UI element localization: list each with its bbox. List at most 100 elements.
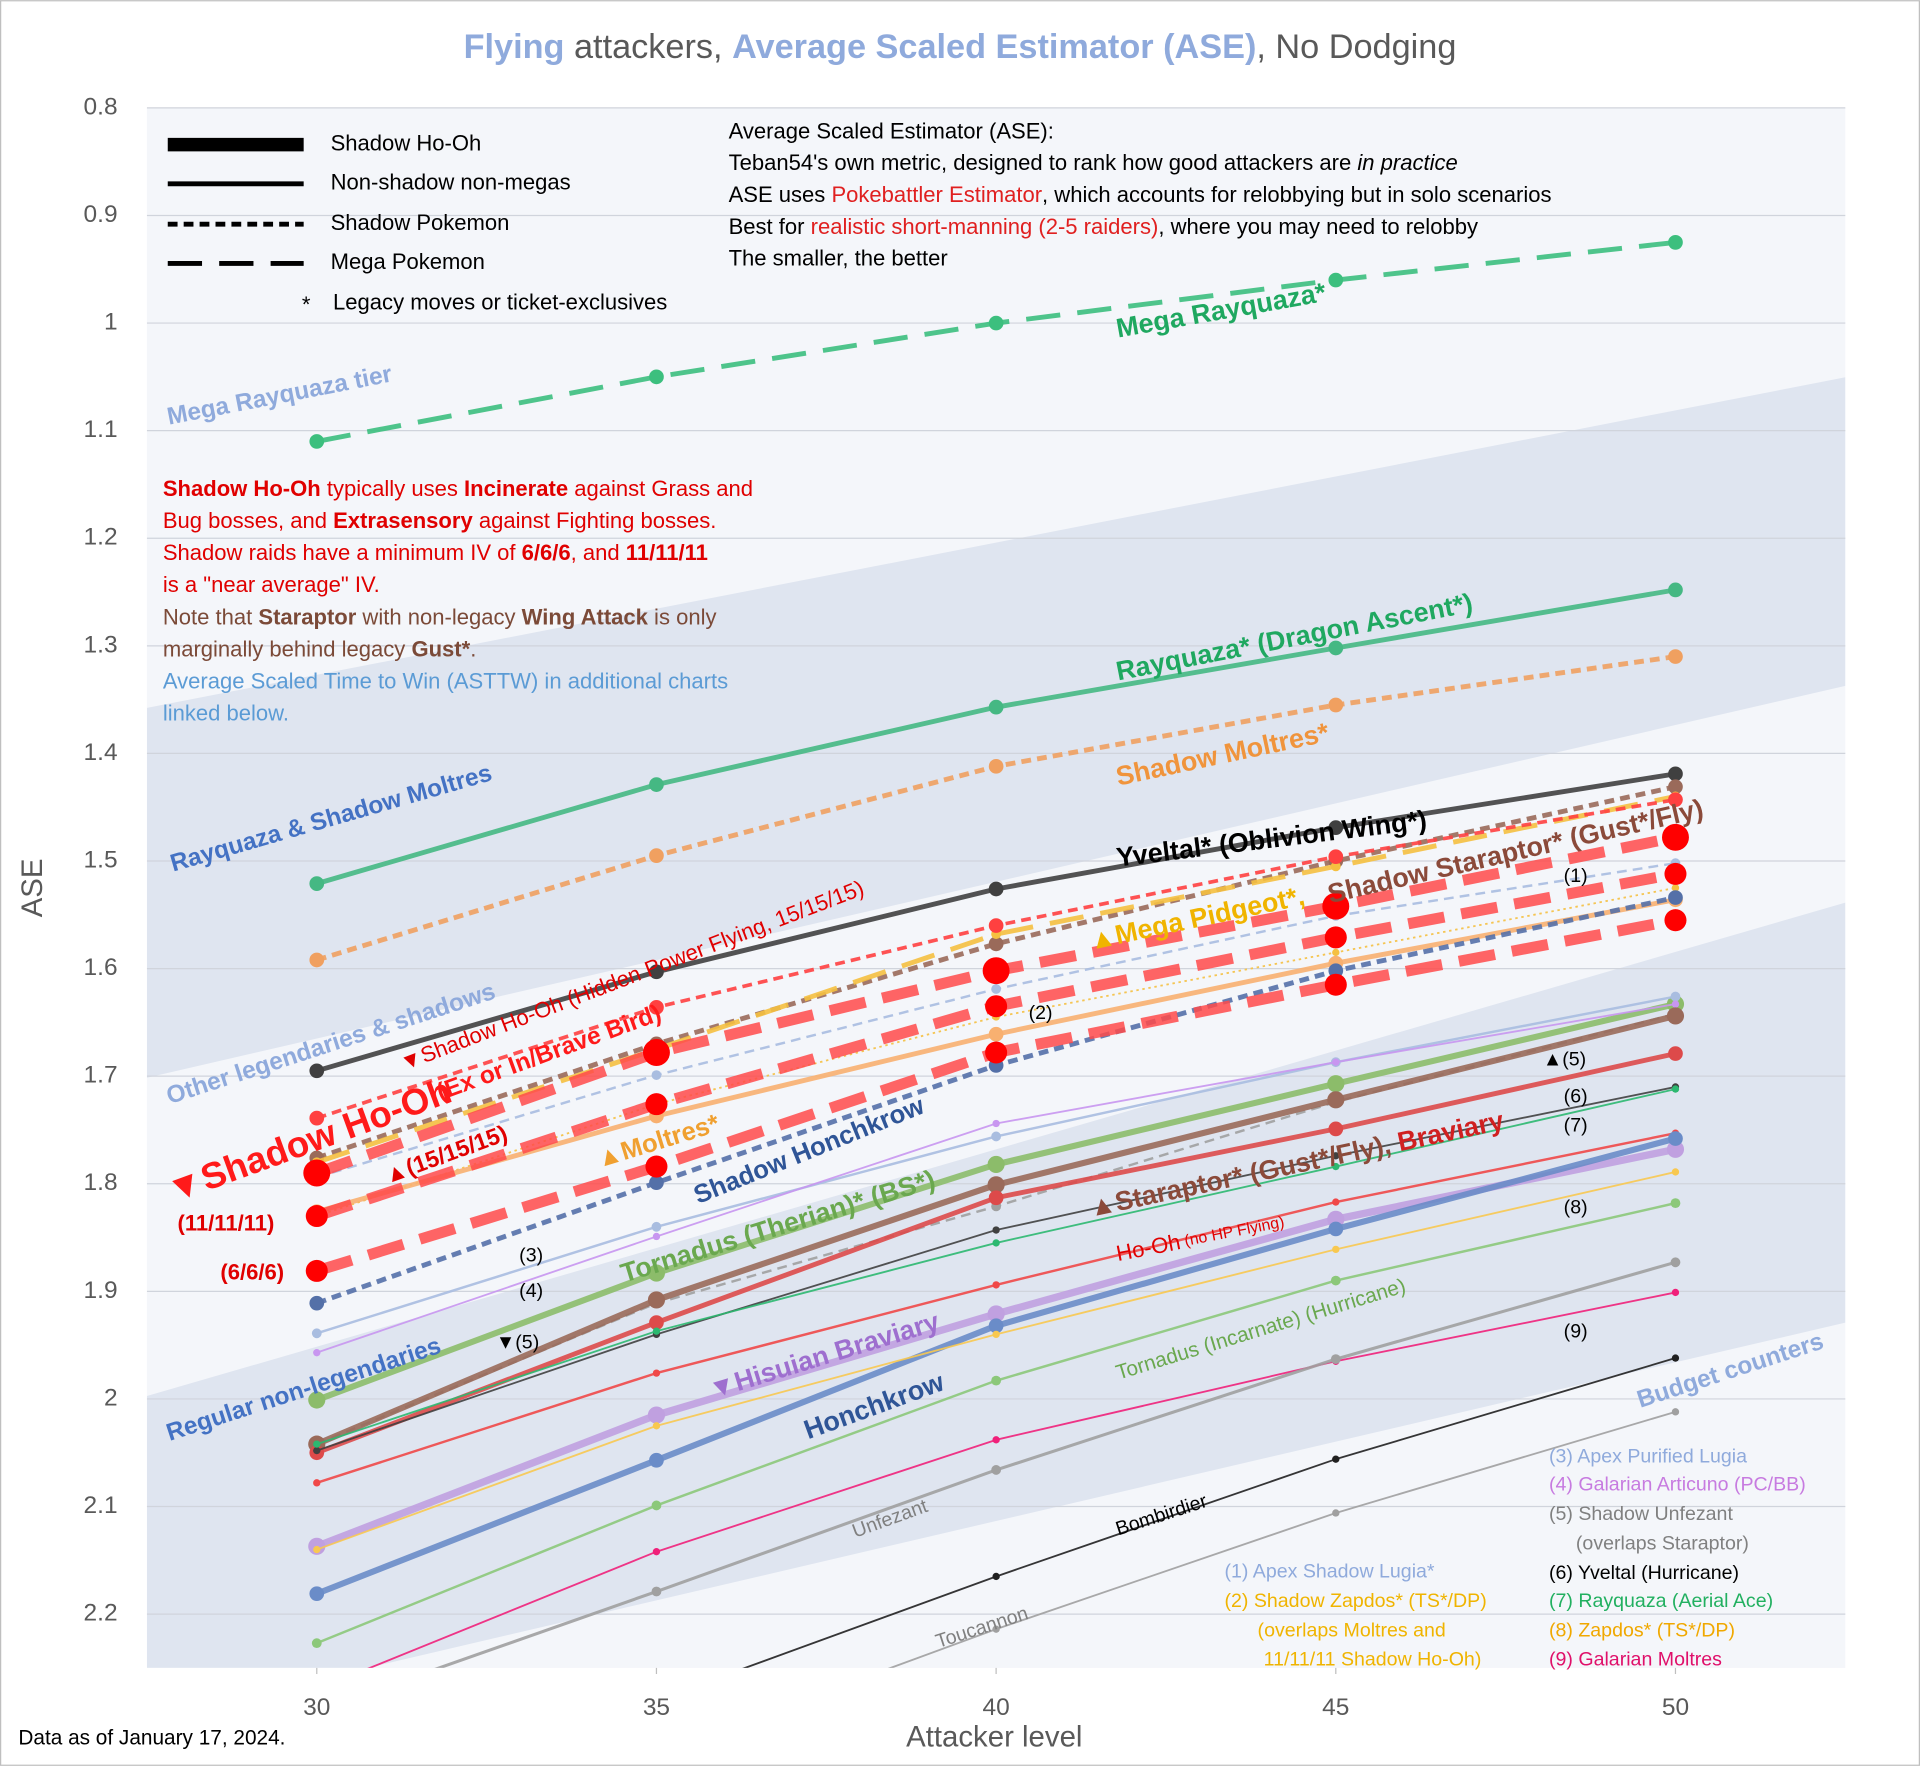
info-line: Average Scaled Estimator (ASE): bbox=[729, 118, 1054, 143]
data-point bbox=[1668, 582, 1683, 598]
data-point bbox=[1670, 1198, 1681, 1209]
footnote: (8) Zapdos* (TS*/DP) bbox=[1549, 1619, 1735, 1641]
data-point bbox=[1332, 948, 1340, 957]
data-point bbox=[1328, 820, 1344, 835]
data-point bbox=[1332, 1162, 1340, 1171]
data-point bbox=[992, 1436, 1000, 1444]
data-point bbox=[309, 1063, 325, 1079]
info-line: ASE uses Pokebattler Estimator, which ac… bbox=[729, 182, 1552, 207]
info-line-run: ASE uses bbox=[729, 182, 832, 207]
note-line-run: Gust* bbox=[411, 636, 470, 661]
y-tick-label: 1.7 bbox=[84, 1062, 118, 1089]
data-point bbox=[652, 1232, 661, 1241]
data-point bbox=[1671, 1000, 1680, 1008]
info-line-run: , where you may need to relobby bbox=[1158, 214, 1478, 239]
data-point bbox=[992, 1625, 1000, 1633]
data-point bbox=[985, 995, 1008, 1018]
data-point bbox=[992, 1572, 1000, 1581]
data-point bbox=[645, 1155, 668, 1178]
legend-label: Shadow Ho-Oh bbox=[331, 130, 482, 155]
note-line-run: Average Scaled Time to Win (ASTTW) in ad… bbox=[163, 668, 728, 693]
annotation: (7) bbox=[1564, 1115, 1588, 1137]
note-line-run: 11/11/11 bbox=[626, 540, 708, 565]
annotation: (9) bbox=[1564, 1321, 1588, 1343]
data-point bbox=[649, 999, 664, 1015]
annotation-run: (8) bbox=[1564, 1197, 1588, 1219]
data-point bbox=[991, 984, 1002, 994]
data-point bbox=[988, 1026, 1004, 1042]
data-point bbox=[652, 1327, 661, 1335]
data-point bbox=[1324, 926, 1347, 949]
y-tick-label: 1.8 bbox=[84, 1169, 118, 1196]
data-point bbox=[651, 1221, 662, 1232]
info-line-run: Pokebattler Estimator bbox=[831, 182, 1042, 207]
note-line-run: , and bbox=[571, 540, 626, 565]
annotation: (2) bbox=[1029, 1002, 1053, 1024]
data-point bbox=[303, 1159, 331, 1187]
data-point bbox=[652, 1422, 661, 1430]
data-point bbox=[1671, 1085, 1680, 1093]
note-line: is a "near average" IV. bbox=[163, 572, 380, 597]
data-point bbox=[1668, 1131, 1683, 1146]
annotation: (11/11/11) bbox=[178, 1210, 275, 1235]
chart-title-run: Average Scaled Estimator (ASE) bbox=[732, 28, 1256, 66]
series-line bbox=[742, 1357, 1676, 1668]
data-point bbox=[1662, 823, 1689, 851]
y-tick-label: 1.6 bbox=[84, 954, 118, 981]
annotation-run: (2) bbox=[1029, 1002, 1053, 1024]
note-line-run: Extrasensory bbox=[333, 508, 473, 533]
data-point bbox=[309, 1295, 325, 1311]
data-point bbox=[1671, 1408, 1680, 1416]
note-line: marginally behind legacy Gust*. bbox=[163, 636, 477, 661]
x-tick-label: 40 bbox=[983, 1694, 1010, 1721]
data-point bbox=[1668, 649, 1683, 664]
chart-title-run: , No Dodging bbox=[1256, 28, 1456, 66]
data-point bbox=[992, 1226, 1000, 1234]
annotation-run: (1) bbox=[1564, 865, 1588, 887]
y-tick-label: 2.1 bbox=[84, 1492, 118, 1519]
data-point bbox=[1332, 1152, 1340, 1160]
data-point bbox=[1668, 890, 1683, 905]
footnote: 11/11/11 Shadow Ho-Oh) bbox=[1264, 1649, 1482, 1671]
data-point bbox=[1332, 1455, 1340, 1463]
data-point bbox=[991, 1465, 1002, 1475]
note-line-run: against Grass and bbox=[568, 476, 753, 501]
data-point bbox=[988, 315, 1004, 331]
data-point bbox=[1670, 991, 1681, 1002]
annotation: (6/6/6) bbox=[220, 1259, 284, 1284]
data-point bbox=[647, 1291, 666, 1309]
data-point bbox=[642, 1039, 670, 1066]
y-tick-label: 1.4 bbox=[84, 739, 118, 766]
data-point bbox=[992, 1330, 1000, 1339]
data-point bbox=[1327, 1075, 1345, 1093]
data-point bbox=[988, 881, 1004, 897]
data-point bbox=[1324, 973, 1347, 996]
data-point bbox=[1668, 1046, 1683, 1061]
note-line-run: Incinerate bbox=[464, 476, 568, 501]
note-line-run: linked below. bbox=[163, 700, 289, 725]
data-point bbox=[649, 777, 664, 792]
data-point bbox=[1664, 862, 1687, 885]
annotation-run: (4) bbox=[519, 1280, 543, 1302]
data-point bbox=[647, 1406, 666, 1424]
data-point bbox=[649, 1315, 664, 1330]
annotation-run: (3) bbox=[519, 1245, 543, 1267]
data-point bbox=[988, 1318, 1004, 1334]
annotation-run: (9) bbox=[1564, 1321, 1588, 1343]
info-line-run: Average Scaled Estimator (ASE): bbox=[729, 118, 1054, 143]
annotation: (1) bbox=[1564, 865, 1588, 887]
footnote: (4) Galarian Articuno (PC/BB) bbox=[1549, 1474, 1806, 1496]
note-line-run: Wing Attack bbox=[522, 604, 649, 629]
footnote: (5) Shadow Unfezant bbox=[1549, 1503, 1733, 1525]
x-tick-label: 50 bbox=[1662, 1694, 1689, 1721]
data-point bbox=[309, 1110, 325, 1126]
data-point bbox=[1330, 1354, 1341, 1365]
data-point bbox=[987, 1305, 1005, 1323]
data-point bbox=[988, 758, 1004, 774]
data-point bbox=[649, 1452, 664, 1468]
data-point bbox=[1666, 1007, 1685, 1025]
note-line-run: Shadow raids have a minimum IV of bbox=[163, 540, 522, 565]
note-line-run: is a "near average" IV. bbox=[163, 572, 380, 597]
data-point bbox=[652, 1548, 661, 1556]
note-line-run: . bbox=[470, 636, 476, 661]
